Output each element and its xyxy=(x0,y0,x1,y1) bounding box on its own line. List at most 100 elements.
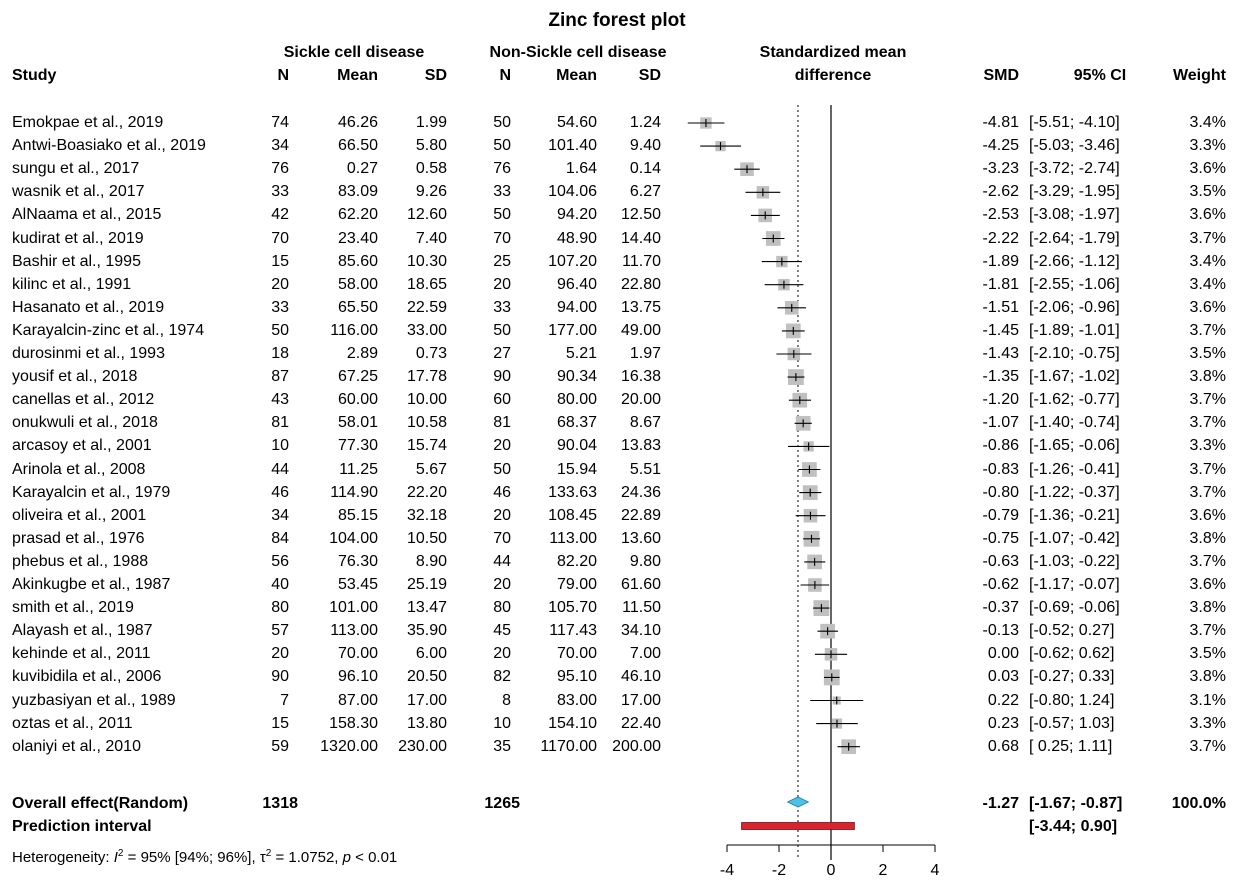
cell-smd: -1.89 xyxy=(982,252,1019,270)
cell-ci: [-5.03; -3.46] xyxy=(1029,137,1120,155)
header-smd-line2: difference xyxy=(794,67,872,84)
cell-n1: 87 xyxy=(271,368,289,386)
cell-weight: 3.7% xyxy=(1189,483,1226,501)
cell-sd1: 0.58 xyxy=(415,160,447,178)
cell-ci: [-1.65; -0.06] xyxy=(1029,437,1120,455)
cell-sd1: 5.80 xyxy=(415,137,447,155)
cell-smd: -0.63 xyxy=(982,552,1019,570)
cell-sd2: 12.50 xyxy=(620,206,661,224)
cell-n2: 76 xyxy=(493,160,511,178)
cell-sd1: 5.67 xyxy=(415,460,447,478)
cell-ci: [-3.72; -2.74] xyxy=(1029,160,1120,178)
cell-n1: 90 xyxy=(271,668,289,686)
study-name: Akinkugbe et al., 1987 xyxy=(12,576,171,593)
cell-mean1: 116.00 xyxy=(330,321,378,339)
cell-mean2: 82.20 xyxy=(556,552,597,570)
cell-mean1: 1320.00 xyxy=(320,737,378,755)
cell-weight: 3.4% xyxy=(1189,252,1226,270)
cell-smd: 0.03 xyxy=(987,668,1019,686)
study-name: kehinde et al., 2011 xyxy=(12,645,151,663)
cell-mean2: 1170.00 xyxy=(540,737,597,755)
cell-weight: 3.5% xyxy=(1189,183,1226,201)
cell-mean1: 114.90 xyxy=(330,483,378,501)
cell-n1: 80 xyxy=(271,599,289,617)
heterogeneity-text: Heterogeneity: I2 = 95% [94%; 96%], τ2 =… xyxy=(12,845,397,867)
cell-sd1: 10.00 xyxy=(406,391,447,409)
cell-mean1: 85.15 xyxy=(337,506,378,524)
cell-smd: 0.23 xyxy=(987,714,1019,732)
cell-ci: [ 0.25; 1.11] xyxy=(1029,737,1113,755)
cell-sd1: 9.26 xyxy=(415,183,447,201)
cell-smd: -0.37 xyxy=(982,599,1019,617)
cell-ci: [-1.36; -0.21] xyxy=(1029,506,1120,524)
cell-mean1: 70.00 xyxy=(337,645,378,663)
cell-n2: 8 xyxy=(502,691,511,709)
cell-sd1: 35.90 xyxy=(406,622,447,640)
study-name: Antwi-Boasiako et al., 2019 xyxy=(12,137,206,155)
cell-mean2: 79.00 xyxy=(556,576,597,593)
cell-weight: 3.7% xyxy=(1189,391,1226,409)
cell-sd1: 17.00 xyxy=(406,691,447,709)
cell-weight: 3.4% xyxy=(1189,275,1226,293)
cell-n2: 20 xyxy=(493,437,511,455)
cell-mean2: 68.37 xyxy=(556,414,597,432)
cell-n2: 25 xyxy=(493,252,511,270)
cell-mean2: 95.10 xyxy=(556,668,597,686)
study-name: Bashir et al., 1995 xyxy=(12,252,141,270)
cell-smd: -2.62 xyxy=(982,183,1019,201)
cell-mean1: 96.10 xyxy=(337,668,378,686)
cell-sd2: 17.00 xyxy=(620,691,661,709)
heterogeneity-tau-symbol: τ xyxy=(259,849,266,866)
cell-n1: 40 xyxy=(271,576,289,593)
cell-sd2: 13.75 xyxy=(620,298,661,316)
cell-smd: 0.68 xyxy=(987,737,1019,755)
cell-mean2: 101.40 xyxy=(548,137,597,155)
cell-mean1: 62.20 xyxy=(337,206,378,224)
header-sd1: SD xyxy=(424,67,447,84)
cell-ci: [-1.62; -0.77] xyxy=(1029,391,1120,409)
cell-smd: -4.81 xyxy=(982,114,1019,131)
header-non-sickle-group: Non-Sickle cell disease xyxy=(489,44,667,61)
study-name: sungu et al., 2017 xyxy=(12,160,140,178)
header-sd2: SD xyxy=(638,67,661,84)
cell-n1: 43 xyxy=(271,391,289,409)
cell-mean1: 58.00 xyxy=(337,275,378,293)
cell-weight: 3.6% xyxy=(1189,206,1226,224)
study-name: Karayalcin et al., 1979 xyxy=(12,483,171,501)
cell-sd1: 13.80 xyxy=(406,714,447,732)
cell-n2: 50 xyxy=(493,206,511,224)
cell-sd1: 18.65 xyxy=(406,275,447,293)
cell-weight: 3.7% xyxy=(1189,460,1226,478)
cell-sd1: 8.90 xyxy=(415,552,447,570)
cell-sd2: 34.10 xyxy=(620,622,661,640)
cell-weight: 3.5% xyxy=(1189,345,1226,362)
overall-smd: -1.27 xyxy=(982,795,1019,812)
cell-n1: 20 xyxy=(271,645,289,663)
cell-n2: 20 xyxy=(493,275,511,293)
cell-smd: 0.22 xyxy=(987,691,1019,709)
cell-n1: 46 xyxy=(271,483,289,501)
cell-mean1: 77.30 xyxy=(337,437,378,455)
cell-ci: [-2.06; -0.96] xyxy=(1029,298,1120,316)
cell-n2: 46 xyxy=(493,483,511,501)
cell-mean2: 117.43 xyxy=(549,622,597,640)
cell-sd1: 230.00 xyxy=(398,737,447,755)
cell-sd2: 8.67 xyxy=(629,414,661,432)
cell-n2: 80 xyxy=(493,599,511,617)
cell-ci: [-1.89; -1.01] xyxy=(1029,321,1120,339)
prediction-interval-bar xyxy=(741,822,855,830)
cell-ci: [-1.67; -1.02] xyxy=(1029,368,1120,386)
cell-mean2: 133.63 xyxy=(548,483,597,501)
study-name: arcasoy et al., 2001 xyxy=(12,437,152,455)
heterogeneity-p-symbol: p xyxy=(342,849,351,866)
cell-smd: -0.75 xyxy=(982,529,1019,547)
study-name: yousif et al., 2018 xyxy=(12,368,138,386)
x-axis-tick-label: 0 xyxy=(827,862,836,879)
cell-n1: 33 xyxy=(271,183,289,201)
cell-mean2: 15.94 xyxy=(556,460,597,478)
cell-ci: [-3.08; -1.97] xyxy=(1029,206,1120,224)
cell-mean2: 83.00 xyxy=(556,691,597,709)
x-axis-tick-label: 2 xyxy=(879,862,888,879)
cell-mean2: 96.40 xyxy=(556,275,597,293)
